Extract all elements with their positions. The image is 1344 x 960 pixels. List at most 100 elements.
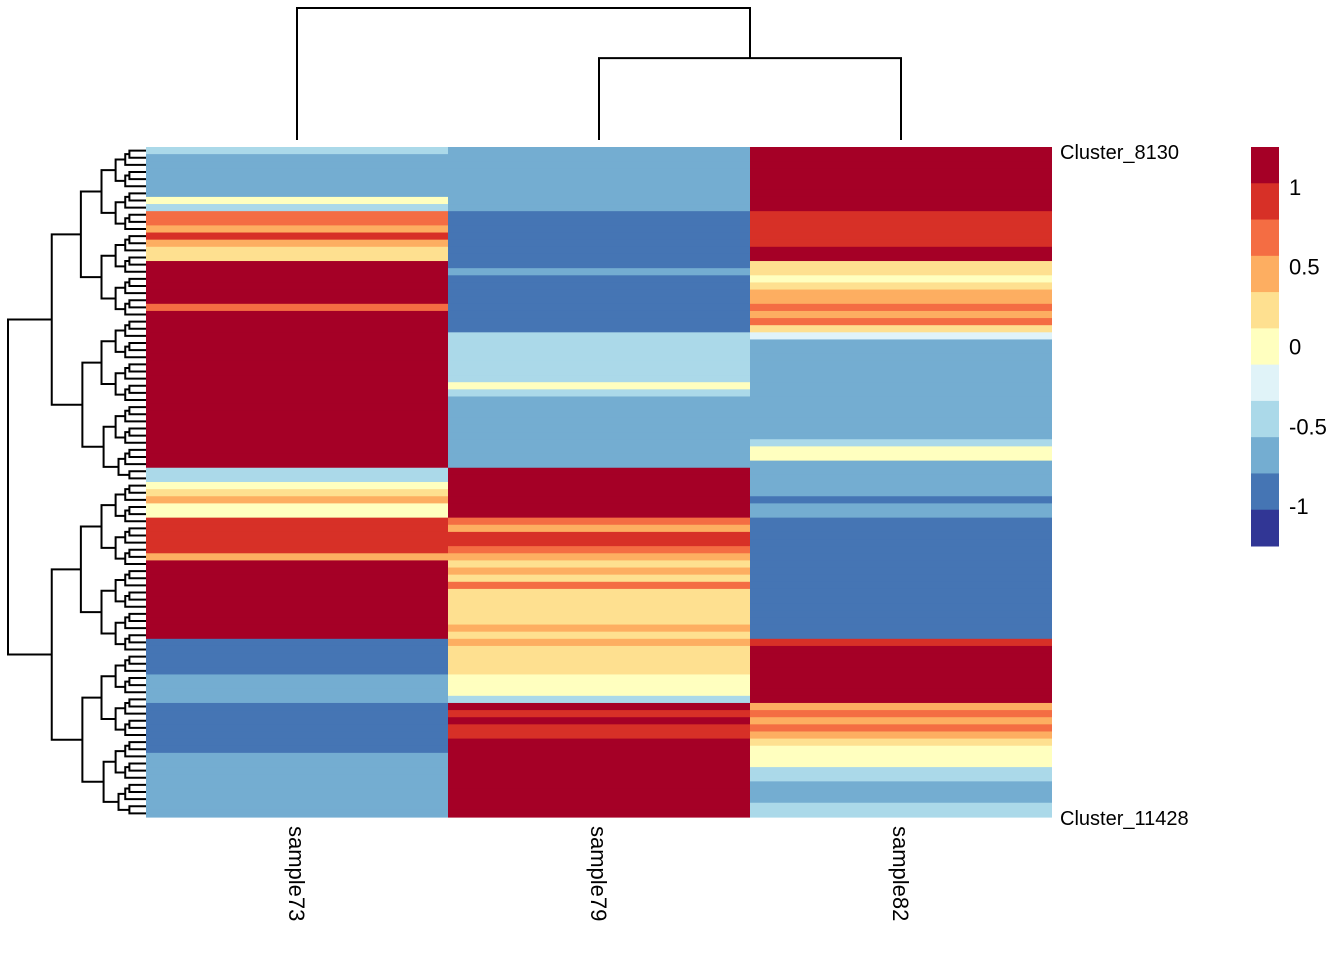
heatmap-cell <box>146 531 448 540</box>
dendrogram-branch <box>124 345 146 359</box>
heatmap-cell <box>448 268 750 276</box>
heatmap-cell <box>750 396 1052 405</box>
dendrogram-branch <box>114 244 126 268</box>
dendrogram-branch <box>128 256 146 266</box>
dendrogram-branch <box>128 762 146 772</box>
heatmap-cell <box>146 282 448 291</box>
heatmap-cell <box>146 232 448 241</box>
heatmap-cell <box>750 168 1052 177</box>
heatmap-cell <box>750 539 1052 547</box>
legend-swatch <box>1251 292 1279 329</box>
column-labels: sample73 sample79 sample82 <box>284 826 913 921</box>
legend-swatch <box>1251 400 1279 438</box>
heatmap-cell <box>750 503 1052 512</box>
heatmap-cell <box>146 382 448 390</box>
heatmap-cell <box>448 795 750 804</box>
heatmap-cell <box>146 539 448 547</box>
dendrogram-branch <box>124 723 146 737</box>
heatmap-cell <box>750 638 1052 647</box>
heatmap-cell <box>448 774 750 782</box>
heatmap-cell <box>448 453 750 462</box>
heatmap-cell <box>146 204 448 212</box>
heatmap-cell <box>448 204 750 212</box>
heatmap-cell <box>750 339 1052 348</box>
heatmap-cell <box>750 282 1052 291</box>
heatmap-cell <box>750 745 1052 754</box>
heatmap-cell <box>146 731 448 740</box>
heatmap-cell <box>146 717 448 725</box>
heatmap-cell <box>146 653 448 661</box>
heatmap-cell <box>448 688 750 697</box>
heatmap-cell <box>750 674 1052 683</box>
dendrogram-branch <box>128 719 146 729</box>
dendrogram-branch <box>128 170 146 181</box>
heatmap-cell <box>448 367 750 376</box>
heatmap-cell <box>448 539 750 547</box>
heatmap-cell <box>146 168 448 177</box>
heatmap-cell <box>750 610 1052 619</box>
dendrogram-branch <box>114 579 126 603</box>
heatmap-cell <box>750 239 1052 248</box>
heatmap-cell <box>750 375 1052 383</box>
heatmap-cell <box>448 596 750 604</box>
dendrogram-branch <box>128 320 146 330</box>
dendrogram-branch <box>128 470 146 480</box>
heatmap-cell <box>448 695 750 704</box>
column-dendrogram <box>296 7 902 140</box>
heatmap-cell <box>448 161 750 169</box>
heatmap-cell <box>448 482 750 490</box>
dendrogram-branch <box>114 707 126 731</box>
dendrogram-branch <box>128 741 146 751</box>
heatmap-cell <box>146 482 448 490</box>
heatmap-cell <box>146 332 448 341</box>
heatmap-cell <box>448 396 750 405</box>
heatmap-cell <box>448 211 750 219</box>
heatmap-cell <box>448 375 750 383</box>
dendrogram-branch <box>128 384 146 394</box>
heatmap-cell <box>750 232 1052 241</box>
dendrogram-branch <box>124 552 146 565</box>
heatmap-cell <box>448 332 750 341</box>
heatmap-cell <box>146 688 448 697</box>
heatmap-cell <box>146 175 448 184</box>
heatmap-cell <box>146 674 448 683</box>
heatmap-cell <box>448 189 750 198</box>
legend-swatch <box>1251 364 1279 402</box>
heatmap-cell <box>146 767 448 775</box>
heatmap-cell <box>146 795 448 804</box>
heatmap-cell <box>448 610 750 619</box>
heatmap-cell <box>448 681 750 690</box>
dendrogram-branch <box>124 431 146 444</box>
heatmap-cell <box>750 546 1052 554</box>
heatmap-cell <box>448 325 750 333</box>
dendrogram-branch <box>296 7 751 140</box>
dendrogram-branch <box>128 299 146 309</box>
heatmap-cell <box>448 752 750 761</box>
heatmap-cell <box>448 474 750 483</box>
heatmap-cell <box>448 439 750 447</box>
heatmap-cell <box>448 446 750 455</box>
heatmap-cell <box>750 717 1052 725</box>
legend-swatch <box>1251 255 1279 293</box>
heatmap-cell <box>750 531 1052 540</box>
heatmap-cell <box>146 439 448 447</box>
heatmap-cell <box>146 724 448 733</box>
dendrogram-branch <box>114 750 126 774</box>
dendrogram-branch <box>114 158 126 182</box>
heatmap-cell <box>146 432 448 440</box>
heatmap-cell <box>146 524 448 533</box>
dendrogram-branch <box>128 484 146 494</box>
heatmap-cell <box>146 211 448 219</box>
heatmap-cell <box>750 225 1052 234</box>
dendrogram-branch <box>100 504 116 549</box>
heatmap-cell <box>750 802 1052 811</box>
heatmap-cell <box>750 752 1052 761</box>
heatmap-cell <box>750 353 1052 362</box>
heatmap-cell <box>750 596 1052 604</box>
heatmap-cell <box>146 588 448 597</box>
dendrogram-branch <box>128 548 146 558</box>
heatmap-cell <box>146 325 448 333</box>
heatmap-cell <box>146 510 448 519</box>
heatmap-cell <box>448 702 750 711</box>
